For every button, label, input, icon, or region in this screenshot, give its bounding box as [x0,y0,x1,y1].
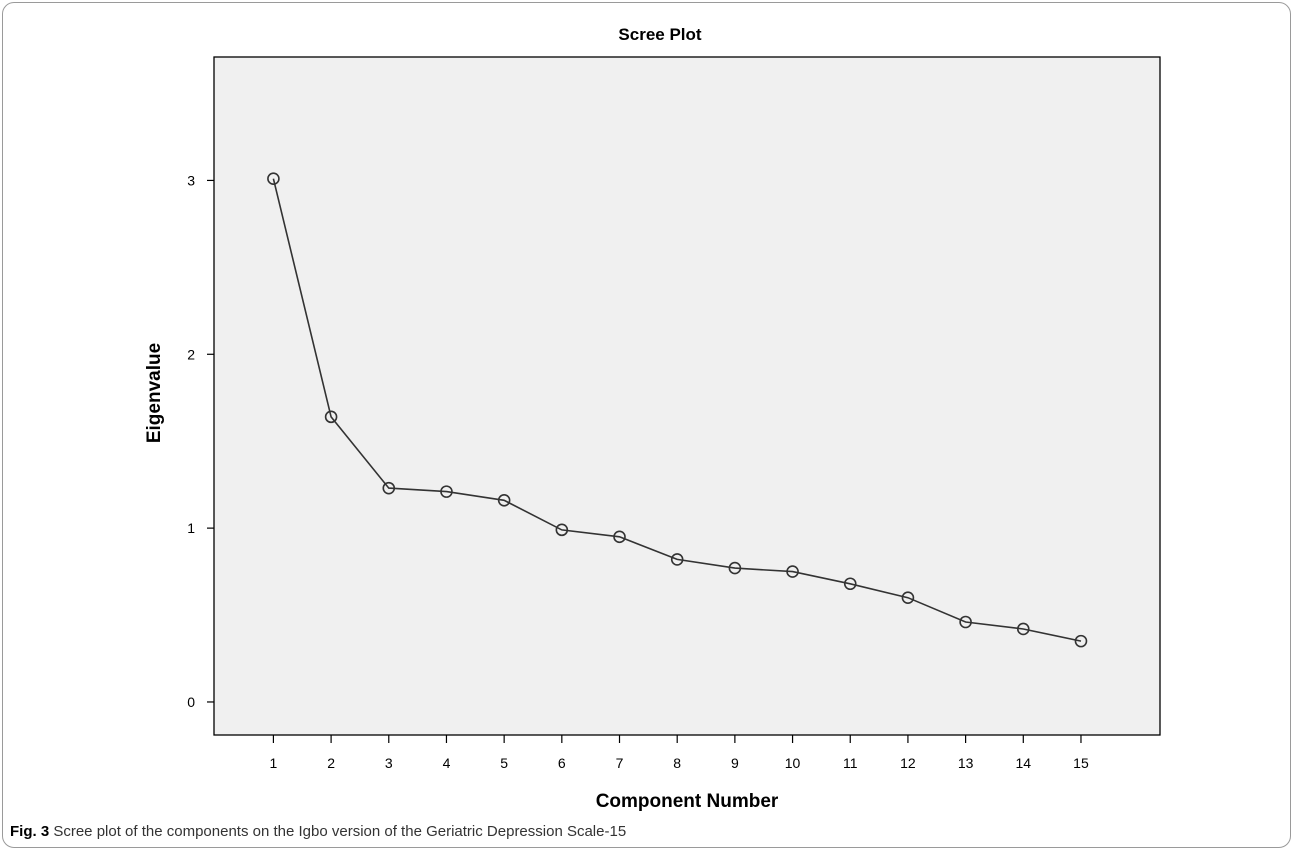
x-tick-label: 2 [327,755,335,771]
x-tick-label: 14 [1016,755,1032,771]
data-point [440,485,453,498]
data-point [613,530,626,544]
data-point [670,553,684,566]
data-point [1016,622,1030,636]
data-point [382,481,396,495]
x-tick-label: 15 [1073,755,1089,771]
y-axis-label: Eigenvalue [144,343,165,443]
figure-caption-text: Scree plot of the components on the Igbo… [53,823,627,840]
x-tick-label: 4 [443,755,451,771]
data-point [959,615,972,629]
x-axis-label: Component Number [596,791,779,812]
y-tick-label: 0 [187,694,195,710]
y-tick-label: 3 [187,172,195,188]
data-point [843,577,857,591]
data-point [1074,634,1088,648]
plot-area [213,56,1161,736]
figure-label: Fig. 3 [10,823,50,840]
x-tick-label: 8 [673,755,681,771]
eigenvalue-points [267,172,1088,648]
x-axis-ticks: 1 2 3 4 5 6 7 8 9 10 11 12 13 14 15 [270,735,1089,771]
y-tick-label: 2 [187,346,195,362]
x-tick-label: 10 [785,755,801,771]
data-point [497,494,511,507]
data-point [786,565,799,578]
x-tick-label: 9 [731,755,739,771]
x-tick-label: 3 [385,755,393,771]
x-tick-label: 7 [616,755,624,771]
data-point [901,591,915,604]
data-point [324,410,338,424]
x-tick-label: 5 [500,755,508,771]
y-tick-label: 1 [187,520,195,536]
figure-caption: Fig. 3 Scree plot of the components on t… [10,823,626,840]
x-tick-label: 1 [270,755,278,771]
x-tick-label: 11 [843,755,858,771]
x-tick-label: 12 [900,755,916,771]
chart-title: Scree Plot [618,25,701,44]
eigenvalue-series-line [272,178,1082,642]
x-tick-label: 13 [958,755,974,771]
x-tick-label: 6 [558,755,566,771]
data-point [555,523,569,537]
y-axis-ticks: 0 1 2 3 [187,172,214,710]
data-point [728,561,742,575]
data-point [267,172,280,185]
